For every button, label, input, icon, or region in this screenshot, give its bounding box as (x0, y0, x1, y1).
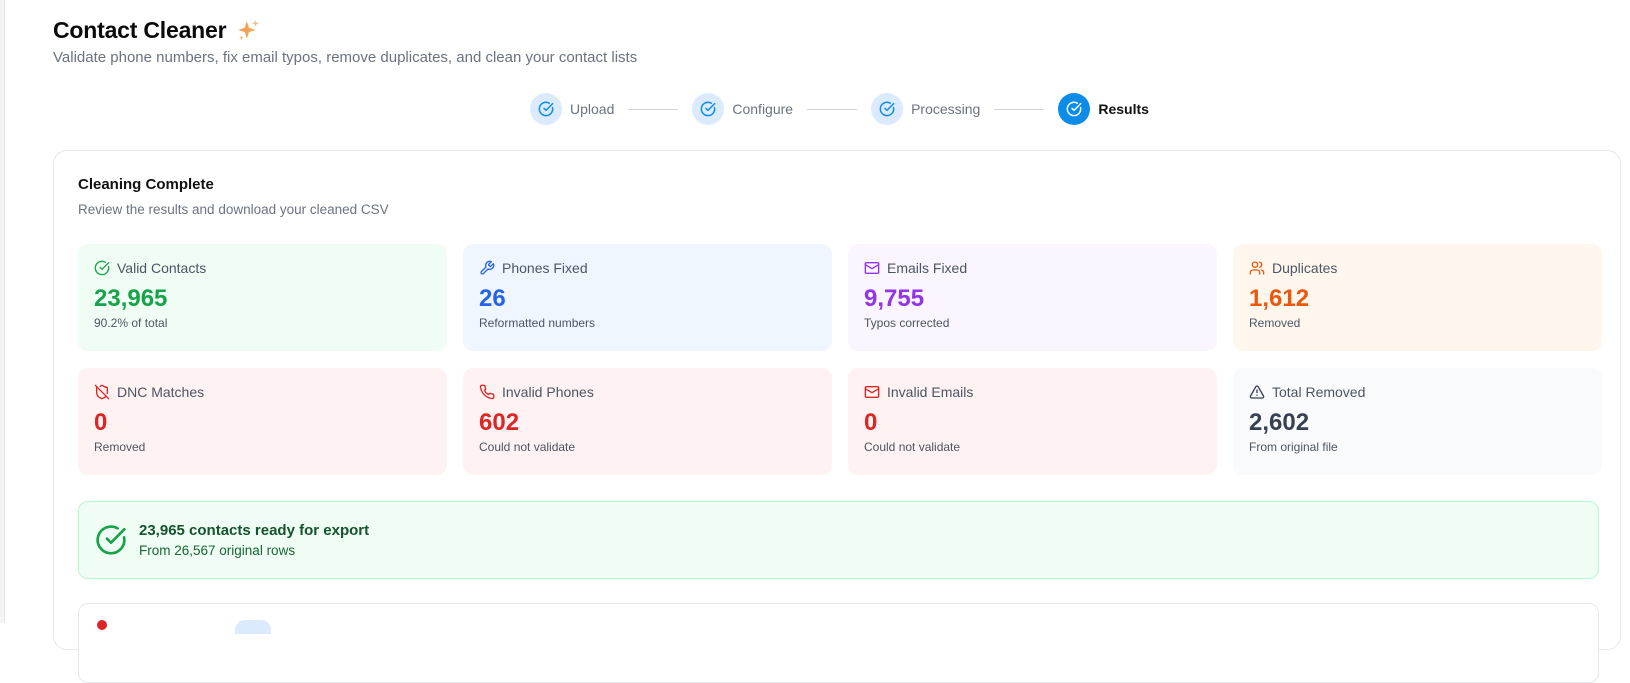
next-section-card (78, 603, 1599, 683)
stat-value: 1,612 (1249, 285, 1310, 312)
stat-sub: Typos corrected (864, 316, 950, 330)
stat-label: DNC Matches (117, 384, 205, 400)
stat-phones-fixed: Phones Fixed 26 Reformatted numbers (463, 244, 832, 351)
step-label: Results (1098, 101, 1149, 117)
step-label: Processing (911, 101, 981, 117)
stat-value: 23,965 (94, 285, 168, 312)
stat-label: Total Removed (1272, 384, 1366, 400)
stat-label: Emails Fixed (887, 260, 968, 276)
page-title: Contact Cleaner (53, 17, 227, 43)
stat-label: Invalid Phones (502, 384, 594, 400)
stat-value: 0 (864, 409, 878, 436)
status-dot-icon (97, 620, 107, 630)
stat-sub: 90.2% of total (94, 316, 168, 330)
stat-duplicates: Duplicates 1,612 Removed (1233, 244, 1602, 351)
shield-off-icon (94, 384, 110, 400)
step-connector (628, 108, 679, 110)
sparkles-icon (238, 19, 260, 40)
export-ready-title: 23,965 contacts ready for export (139, 522, 370, 539)
stat-label: Duplicates (1272, 260, 1338, 276)
check-circle-icon (538, 101, 554, 117)
check-circle-icon (879, 101, 895, 117)
step-processing[interactable]: Processing (871, 93, 980, 125)
export-ready-banner: 23,965 contacts ready for export From 26… (78, 501, 1599, 579)
stats-grid: Valid Contacts 23,965 90.2% of total Pho… (78, 244, 1602, 475)
stat-dnc-matches: DNC Matches 0 Removed (78, 368, 447, 475)
stat-sub: From original file (1249, 440, 1338, 454)
stat-total-removed: Total Removed 2,602 From original file (1233, 368, 1602, 475)
stat-value: 0 (94, 409, 108, 436)
check-circle-icon (96, 525, 126, 555)
alert-triangle-icon (1249, 385, 1265, 399)
mail-icon (864, 262, 880, 274)
stat-label: Valid Contacts (117, 260, 207, 276)
stat-value: 9,755 (864, 285, 925, 312)
step-upload[interactable]: Upload (530, 93, 614, 125)
step-label: Upload (570, 101, 615, 117)
stat-valid-contacts: Valid Contacts 23,965 90.2% of total (78, 244, 447, 351)
check-circle-icon (1067, 101, 1082, 117)
results-title: Cleaning Complete (78, 176, 214, 193)
stat-label: Invalid Emails (887, 384, 974, 400)
window-left-edge (0, 0, 5, 623)
stat-sub: Could not validate (479, 440, 576, 454)
stat-value: 26 (479, 285, 506, 312)
stat-label: Phones Fixed (502, 260, 588, 276)
users-icon (1249, 261, 1265, 275)
page-header: Contact Cleaner (53, 17, 262, 44)
stat-sub: Removed (1249, 316, 1301, 330)
badge (235, 620, 271, 634)
wrench-icon (480, 260, 495, 275)
mail-icon (864, 386, 880, 398)
results-card: Cleaning Complete Review the results and… (53, 150, 1621, 683)
stat-sub: Could not validate (864, 440, 961, 454)
step-connector (994, 108, 1045, 110)
page-subtitle: Validate phone numbers, fix email typos,… (53, 49, 638, 66)
step-configure[interactable]: Configure (692, 93, 793, 125)
step-label: Configure (732, 101, 794, 117)
check-circle-icon (701, 101, 716, 117)
stat-invalid-emails: Invalid Emails 0 Could not validate (848, 368, 1217, 475)
stat-value: 602 (479, 409, 520, 436)
check-circle-icon (94, 260, 110, 276)
stat-sub: Removed (94, 440, 146, 454)
phone-icon (479, 384, 495, 400)
stat-emails-fixed: Emails Fixed 9,755 Typos corrected (848, 244, 1217, 351)
stat-invalid-phones: Invalid Phones 602 Could not validate (463, 368, 832, 475)
results-description: Review the results and download your cle… (78, 202, 389, 217)
stat-value: 2,602 (1249, 409, 1310, 436)
stat-sub: Reformatted numbers (479, 316, 596, 330)
step-connector (807, 108, 858, 110)
export-ready-subtitle: From 26,567 original rows (139, 543, 296, 558)
step-results[interactable]: Results (1058, 93, 1149, 125)
progress-stepper: Upload Configure Processing Results (530, 93, 1149, 125)
